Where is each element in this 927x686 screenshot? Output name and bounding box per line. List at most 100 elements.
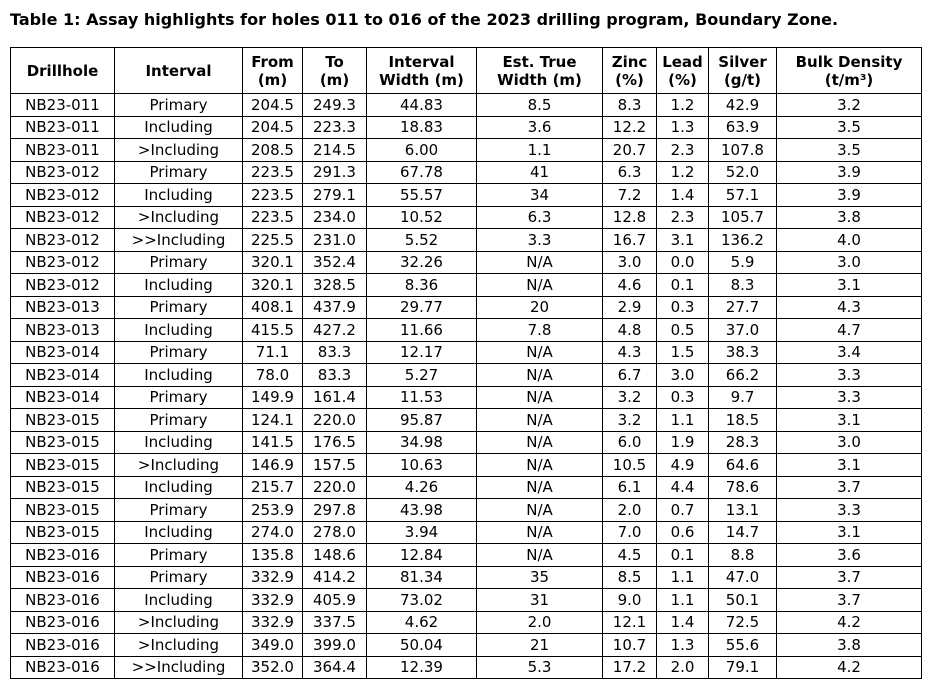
table-cell: 107.8 xyxy=(708,138,777,162)
table-cell: 5.27 xyxy=(366,363,477,387)
table-cell: NB23-014 xyxy=(10,363,115,387)
table-cell: NB23-015 xyxy=(10,475,115,499)
table-cell: >Including xyxy=(114,205,243,229)
table-body: NB23-011 Primary 204.5 249.3 44.83 8.5 8.3 1.2 4… xyxy=(10,93,922,679)
table-cell: 1.1 xyxy=(656,588,709,612)
table-row: NB23-014 Primary 149.9 161.4 11.53 N/A 3.2 0.3 9… xyxy=(10,385,922,409)
table-row: NB23-013 Including 415.5 427.2 11.66 7.8 4.8 0.… xyxy=(10,318,922,342)
table-cell: 34.98 xyxy=(366,430,477,454)
table-cell: 5.3 xyxy=(476,655,603,679)
table-cell: 3.4 xyxy=(776,340,922,364)
table-cell: NB23-015 xyxy=(10,453,115,477)
table-cell: 225.5 xyxy=(242,228,303,252)
table-cell: 4.2 xyxy=(776,655,922,679)
header-row: Drillhole Interval From (m) To (m) Interval Wid… xyxy=(10,47,922,94)
table-cell: 4.8 xyxy=(602,318,657,342)
header-text: Zinc xyxy=(611,52,648,71)
table-cell: 3.1 xyxy=(656,228,709,252)
table-cell: 1.2 xyxy=(656,93,709,117)
table-cell: 9.0 xyxy=(602,588,657,612)
table-cell: 3.3 xyxy=(776,385,922,409)
table-cell: 8.3 xyxy=(602,93,657,117)
table-cell: NB23-013 xyxy=(10,318,115,342)
table-cell: Primary xyxy=(114,385,243,409)
table-cell: 3.5 xyxy=(776,138,922,162)
table-cell: 223.3 xyxy=(302,115,367,139)
table-cell: 405.9 xyxy=(302,588,367,612)
table-cell: N/A xyxy=(476,475,603,499)
table-row: NB23-012 Primary 223.5 291.3 67.78 41 6.3 1.2 52… xyxy=(10,160,922,184)
table-cell: N/A xyxy=(476,340,603,364)
table-cell: Including xyxy=(114,115,243,139)
table-cell: 3.0 xyxy=(776,250,922,274)
table-cell: NB23-016 xyxy=(10,543,115,567)
table-cell: 67.78 xyxy=(366,160,477,184)
table-cell: 3.6 xyxy=(476,115,603,139)
table-cell: 17.2 xyxy=(602,655,657,679)
header-text: (m) xyxy=(257,70,288,89)
table-cell: 2.3 xyxy=(656,205,709,229)
table-cell: 8.3 xyxy=(708,273,777,297)
table-cell: 204.5 xyxy=(242,93,303,117)
table-cell: 1.9 xyxy=(656,430,709,454)
header-text: (t/m³) xyxy=(824,70,874,89)
table-cell: 6.00 xyxy=(366,138,477,162)
table-cell: 38.3 xyxy=(708,340,777,364)
table-cell: 2.0 xyxy=(476,610,603,634)
table-cell: 3.94 xyxy=(366,520,477,544)
table-cell: 231.0 xyxy=(302,228,367,252)
header-text: Drillhole xyxy=(26,61,99,80)
header-text: Lead xyxy=(662,52,703,71)
table-cell: 0.0 xyxy=(656,250,709,274)
table-cell: 0.5 xyxy=(656,318,709,342)
table-cell: 4.5 xyxy=(602,543,657,567)
table-cell: 66.2 xyxy=(708,363,777,387)
table-cell: 437.9 xyxy=(302,295,367,319)
table-cell: Primary xyxy=(114,295,243,319)
header-cell: Est. True Width (m) xyxy=(476,47,603,94)
table-cell: 337.5 xyxy=(302,610,367,634)
table-cell: NB23-016 xyxy=(10,588,115,612)
table-cell: 12.84 xyxy=(366,543,477,567)
table-cell: 352.4 xyxy=(302,250,367,274)
table-row: NB23-011 >Including 208.5 214.5 6.00 1.1 20.7 2… xyxy=(10,138,922,162)
table-cell: 3.9 xyxy=(776,160,922,184)
table-cell: 7.0 xyxy=(602,520,657,544)
table-header: Drillhole Interval From (m) To (m) Interval Wid… xyxy=(10,47,922,94)
table-cell: NB23-011 xyxy=(10,138,115,162)
table-cell: 57.1 xyxy=(708,183,777,207)
table-cell: 2.0 xyxy=(656,655,709,679)
table-cell: 10.7 xyxy=(602,633,657,657)
header-text: (%) xyxy=(615,70,644,89)
table-cell: N/A xyxy=(476,453,603,477)
table-cell: 149.9 xyxy=(242,385,303,409)
table-cell: 157.5 xyxy=(302,453,367,477)
table-cell: 63.9 xyxy=(708,115,777,139)
table-cell: Primary xyxy=(114,160,243,184)
table-cell: 12.2 xyxy=(602,115,657,139)
table-cell: 332.9 xyxy=(242,588,303,612)
table-cell: 18.83 xyxy=(366,115,477,139)
table-cell: 0.6 xyxy=(656,520,709,544)
table-cell: 55.57 xyxy=(366,183,477,207)
header-text: Interval xyxy=(388,52,455,71)
table-row: NB23-012 Including 320.1 328.5 8.36 N/A 4.6 0.1… xyxy=(10,273,922,297)
table-cell: NB23-015 xyxy=(10,408,115,432)
table-cell: 427.2 xyxy=(302,318,367,342)
table-cell: 1.4 xyxy=(656,183,709,207)
header-cell: Interval xyxy=(114,47,243,94)
table-cell: 3.3 xyxy=(476,228,603,252)
table-cell: 64.6 xyxy=(708,453,777,477)
table-cell: 1.3 xyxy=(656,633,709,657)
table-cell: 79.1 xyxy=(708,655,777,679)
table-cell: 21 xyxy=(476,633,603,657)
table-cell: 3.7 xyxy=(776,565,922,589)
table-cell: 1.5 xyxy=(656,340,709,364)
table-row: NB23-015 >Including 146.9 157.5 10.63 N/A 10.5… xyxy=(10,453,922,477)
table-cell: 20.7 xyxy=(602,138,657,162)
table-cell: >Including xyxy=(114,610,243,634)
header-cell: Bulk Density (t/m³) xyxy=(776,47,922,94)
table-cell: 18.5 xyxy=(708,408,777,432)
table-row: NB23-015 Primary 124.1 220.0 95.87 N/A 3.2 1.1 1… xyxy=(10,408,922,432)
table-row: NB23-012 >Including 223.5 234.0 10.52 6.3 12.8… xyxy=(10,205,922,229)
